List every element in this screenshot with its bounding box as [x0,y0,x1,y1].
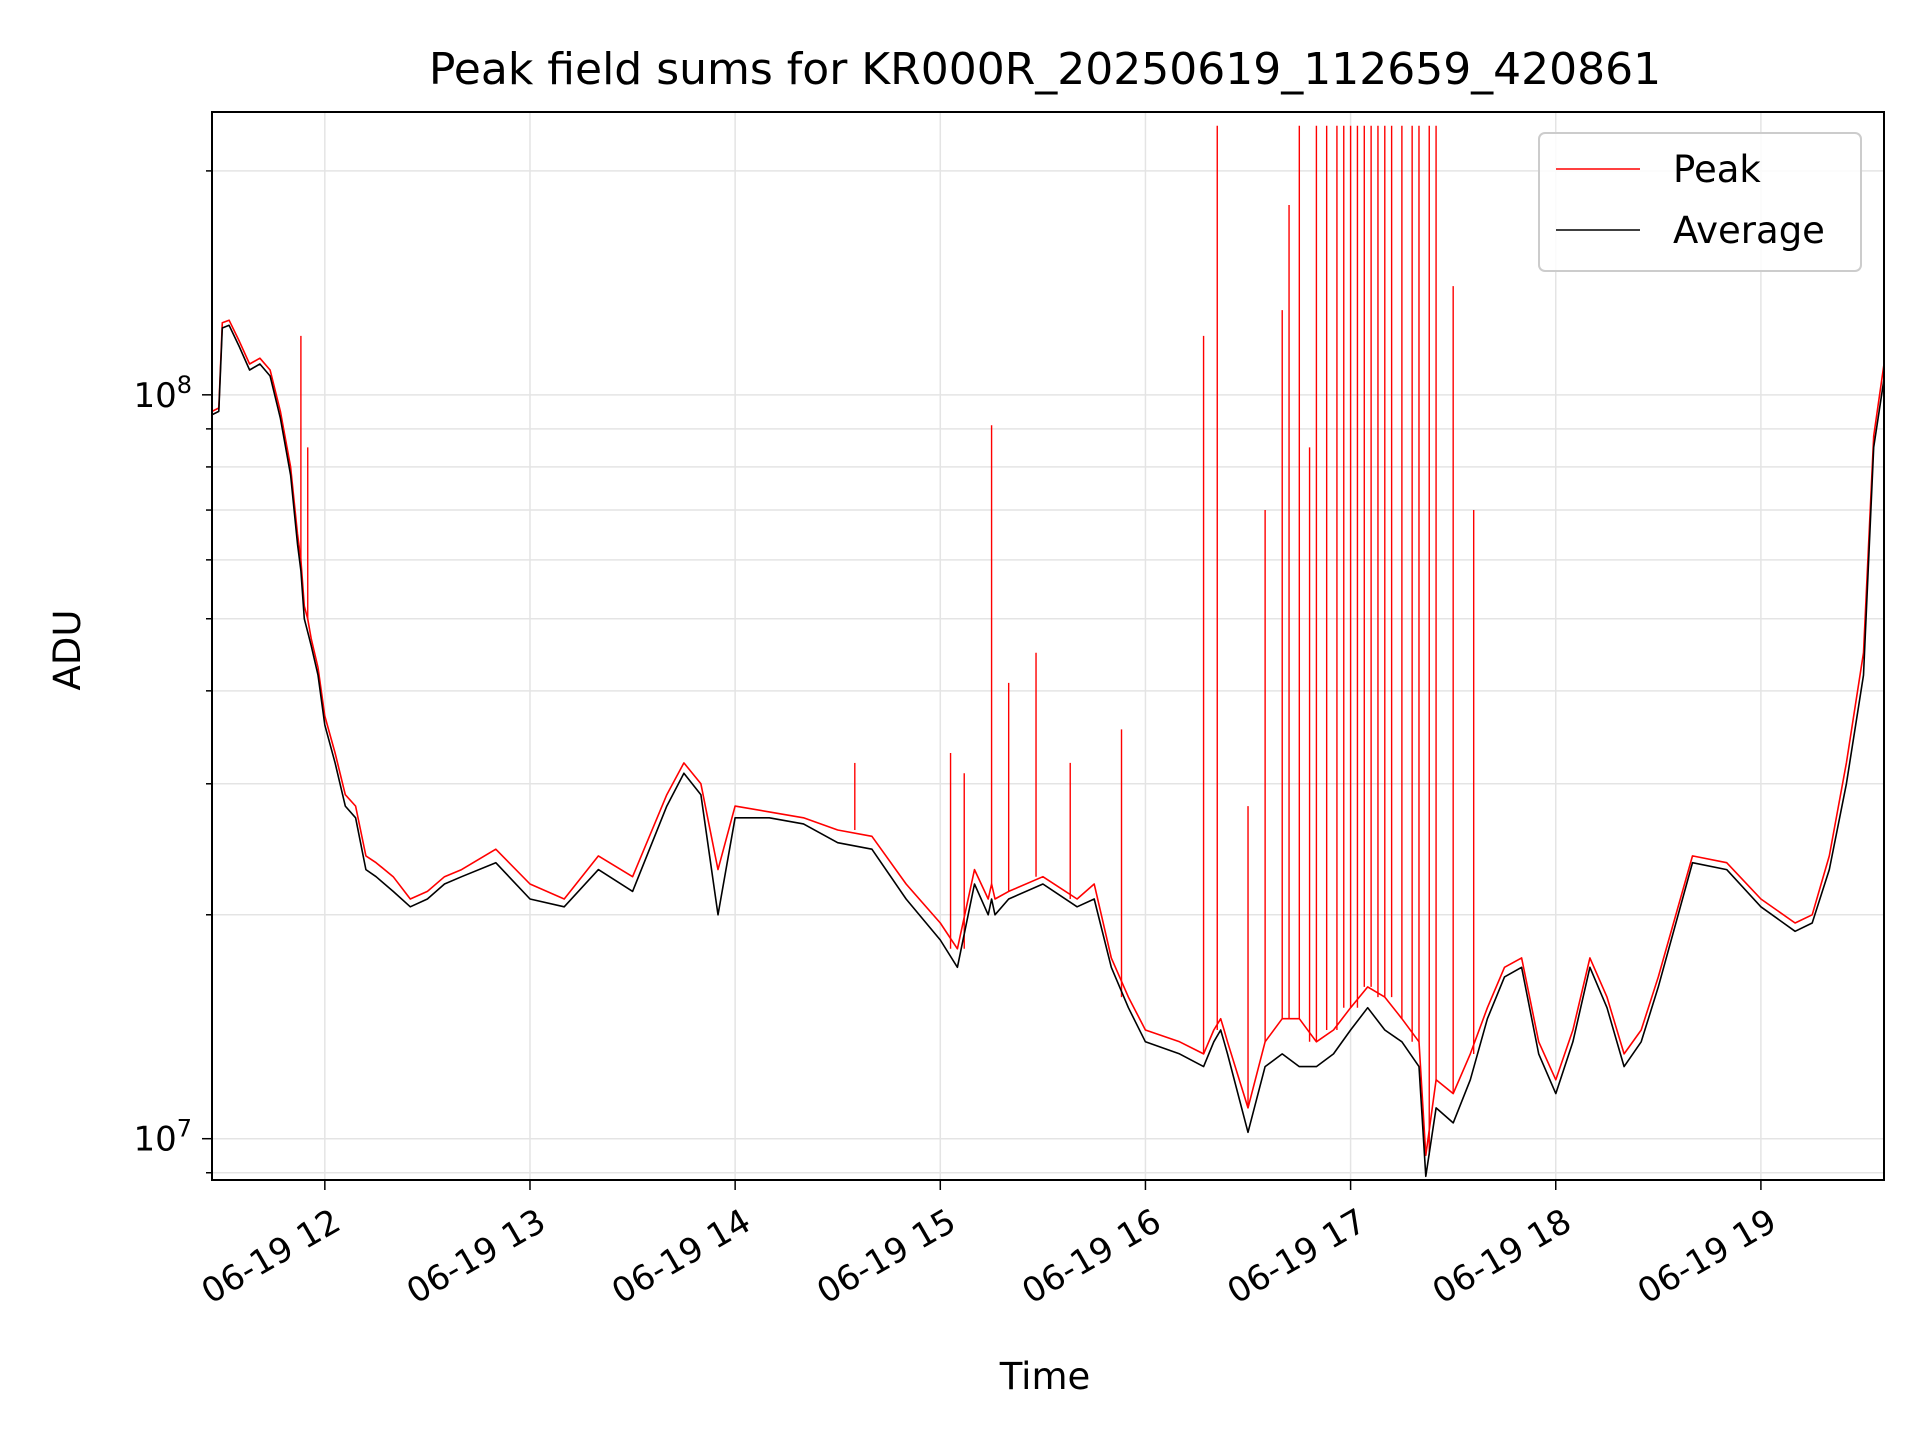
plot-frame [211,111,1885,1181]
chart-title: Peak field sums for KR000R_20250619_1126… [429,44,1661,95]
y-tick-label: 107 [133,1115,192,1160]
grid [212,112,1884,1180]
y-axis-label: ADU [46,610,89,691]
series-layer [212,125,1884,1178]
y-tick-label: 108 [133,371,192,416]
legend-box [1538,132,1862,272]
x-axis-label: Time [999,1355,1091,1398]
legend: Peak Average [1538,132,1862,272]
legend-label-peak: Peak [1673,148,1761,191]
legend-label-average: Average [1673,209,1825,252]
series-line-average [212,324,1884,1178]
